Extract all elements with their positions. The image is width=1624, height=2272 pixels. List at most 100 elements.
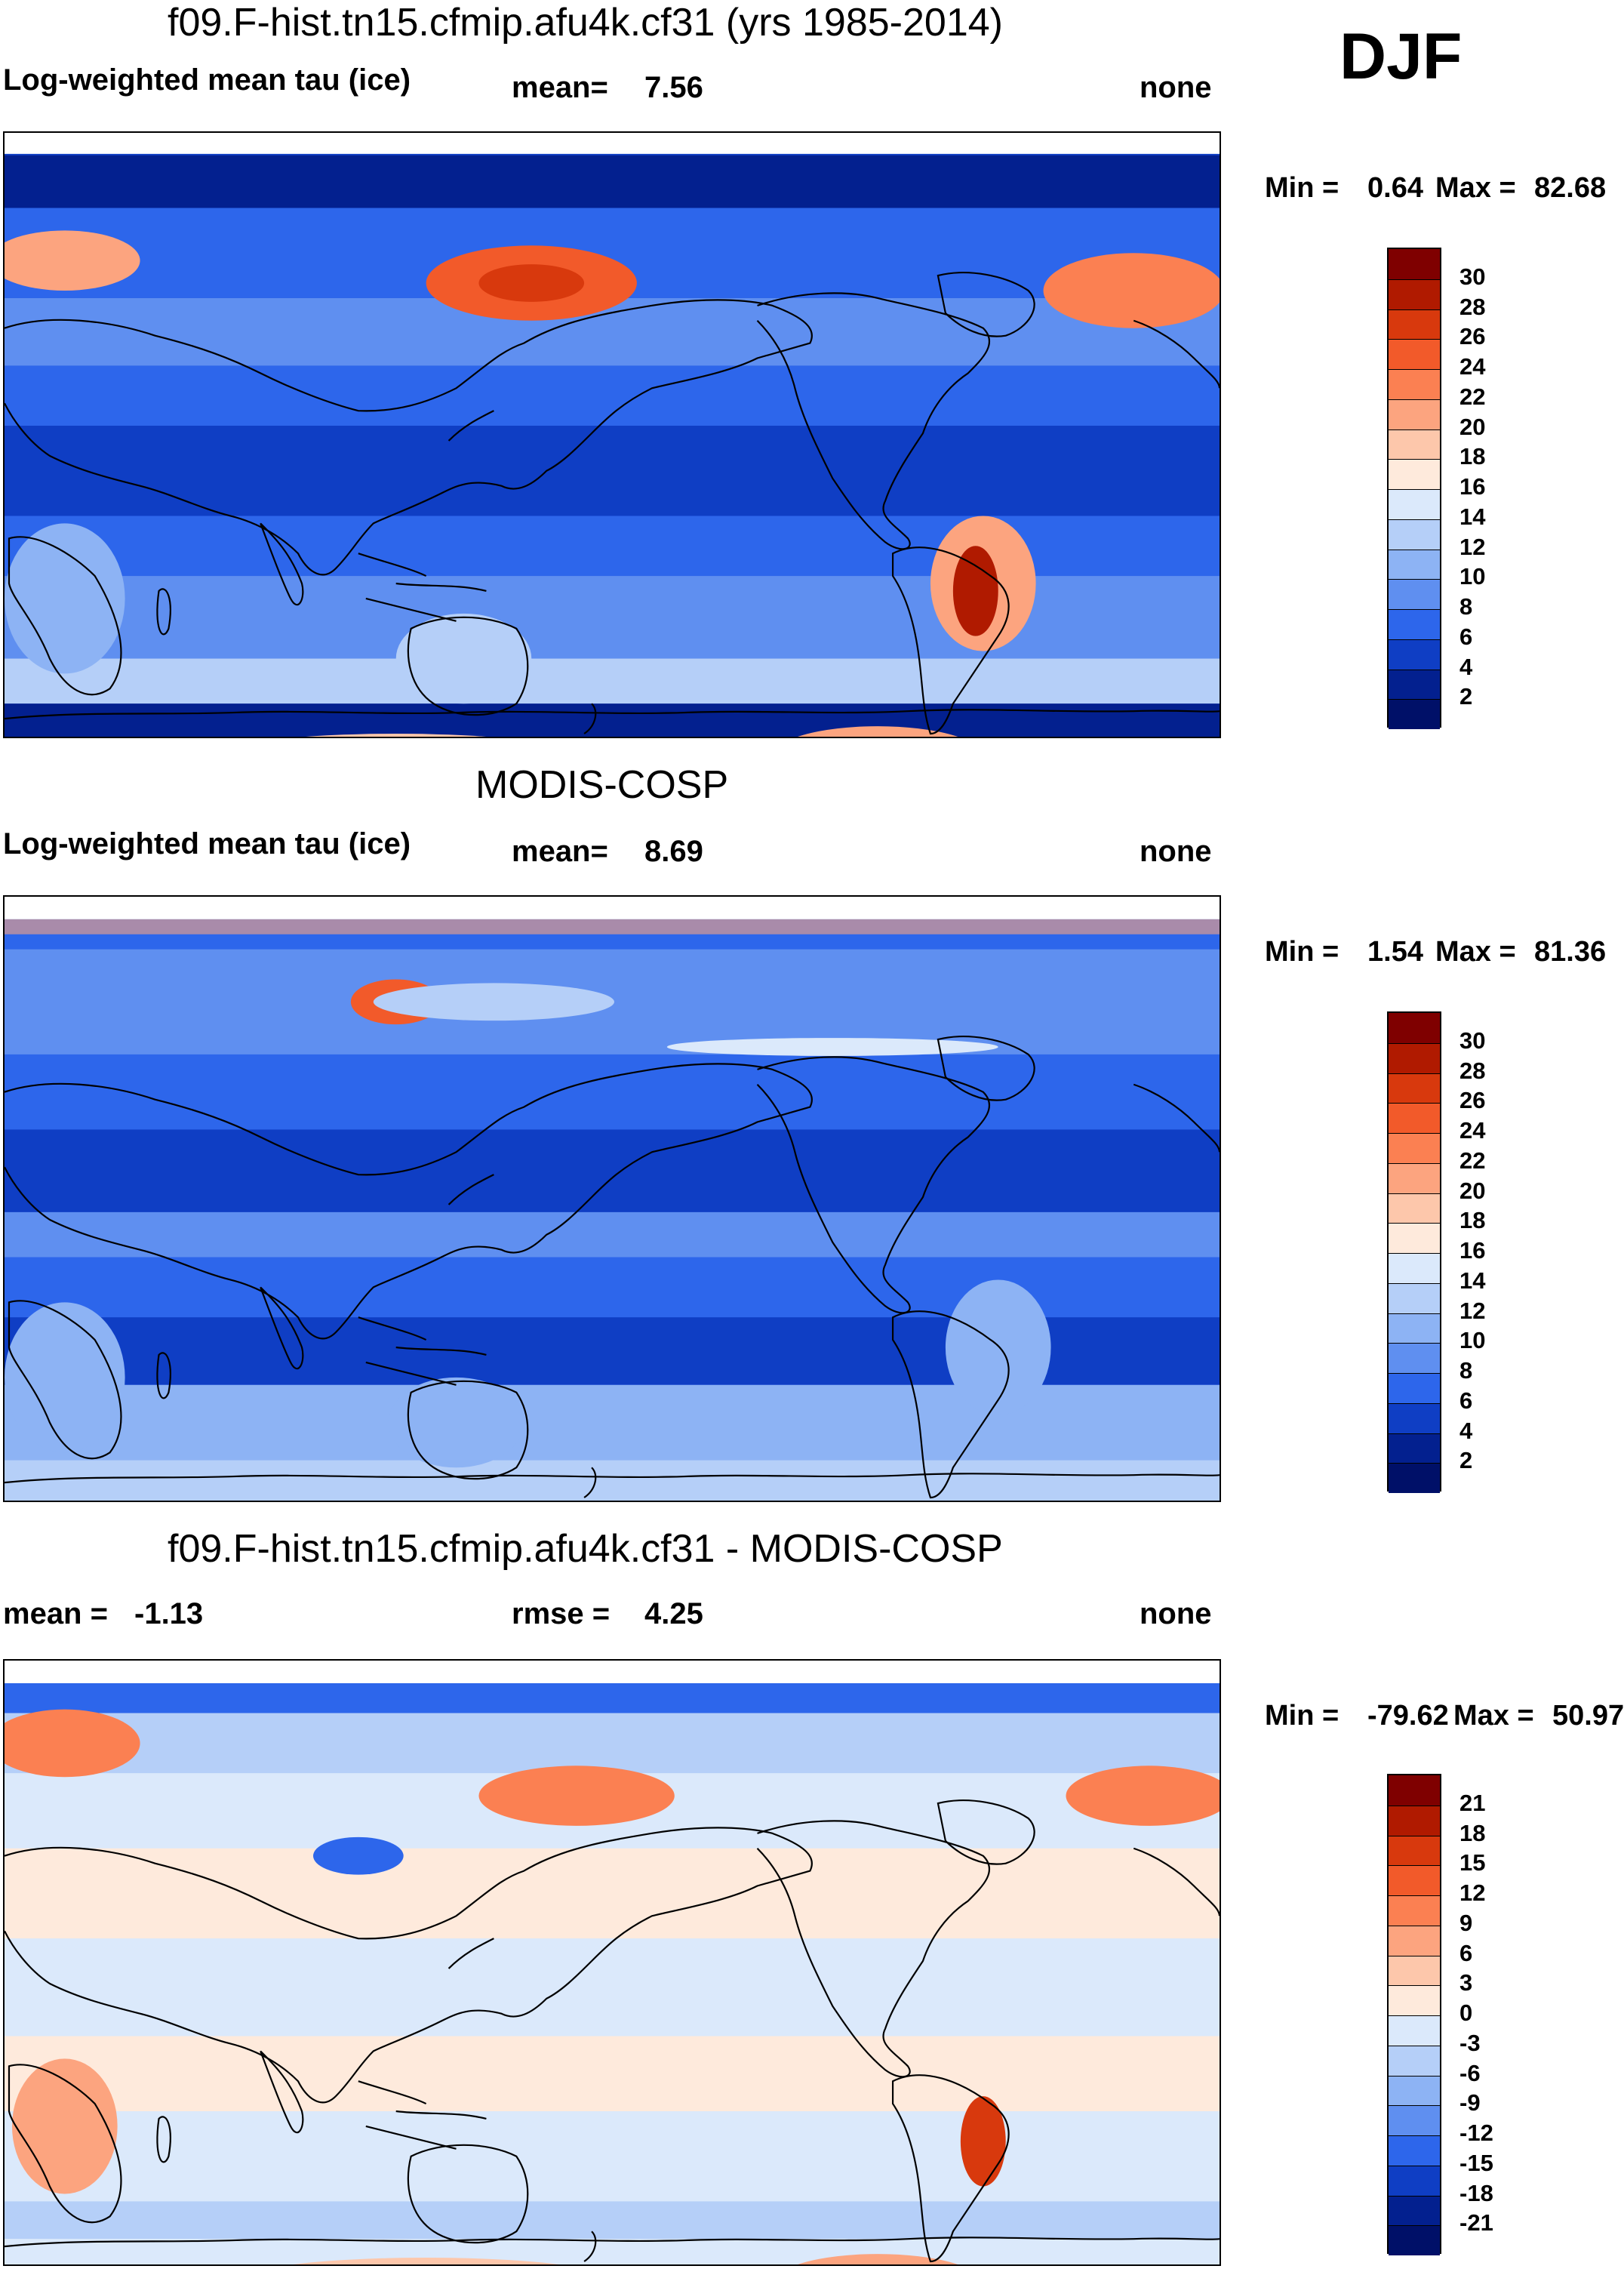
panel-3-mean-value: -1.13 <box>134 1597 204 1630</box>
colorbar-tick-label: 2 <box>1459 683 1473 710</box>
colorbar-swatch <box>1389 279 1440 309</box>
panel-3-max-value: 50.97 <box>1552 1700 1624 1732</box>
panel-1-map <box>3 131 1221 738</box>
panel-3-min-label: Min = <box>1265 1700 1339 1732</box>
panel-3-map <box>3 1659 1221 2266</box>
panel-1-title: f09.F-hist.tn15.cfmip.afu4k.cf31 (yrs 19… <box>168 1 1003 45</box>
panel-2-variable-label: Log-weighted mean tau (ice) <box>3 827 411 860</box>
colorbar-swatch <box>1389 1955 1440 1986</box>
panel-1-map-svg <box>5 133 1220 737</box>
colorbar-tick-label: 30 <box>1459 263 1486 290</box>
colorbar-tick-label: 16 <box>1459 1237 1486 1264</box>
colorbar-swatch <box>1389 1223 1440 1253</box>
colorbar-tick-label: -18 <box>1459 2179 1493 2206</box>
colorbar-tick-label: -12 <box>1459 2120 1493 2146</box>
colorbar-swatch <box>1389 1925 1440 1956</box>
colorbar-swatch <box>1389 1775 1440 1806</box>
colorbar-tick-label: 6 <box>1459 1387 1473 1414</box>
panel-3-rmse-label: rmse = <box>512 1597 611 1630</box>
colorbar-tick-label: 28 <box>1459 293 1486 320</box>
colorbar-swatch <box>1389 1042 1440 1073</box>
colorbar-tick-label: 26 <box>1459 1087 1486 1114</box>
colorbar-swatch <box>1389 1373 1440 1403</box>
colorbar-tick-label: 8 <box>1459 1357 1473 1384</box>
colorbar-swatch <box>1389 1073 1440 1104</box>
panel-1-min-value: 0.64 <box>1367 172 1423 204</box>
colorbar-tick-label: 26 <box>1459 323 1486 350</box>
colorbar-swatch <box>1389 1865 1440 1895</box>
colorbar-tick-label: 6 <box>1459 1939 1473 1966</box>
colorbar-swatch <box>1389 2075 1440 2106</box>
colorbar-tick-label: 12 <box>1459 1297 1486 1324</box>
colorbar-swatch <box>1389 309 1440 340</box>
season-label: DJF <box>1339 20 1463 93</box>
colorbar-swatch <box>1389 549 1440 580</box>
colorbar-tick-label: -3 <box>1459 2029 1481 2056</box>
colorbar-tick-label: 4 <box>1459 1417 1473 1444</box>
colorbar-swatch <box>1389 1253 1440 1283</box>
panel-3-colorbar <box>1387 1774 1441 2255</box>
colorbar-tick-label: 3 <box>1459 1969 1473 1996</box>
colorbar-tick-label: 18 <box>1459 443 1486 470</box>
colorbar-swatch <box>1389 1343 1440 1373</box>
colorbar-swatch <box>1389 669 1440 700</box>
colorbar-tick-label: 21 <box>1459 1789 1486 1816</box>
colorbar-swatch <box>1389 1805 1440 1836</box>
colorbar-tick-label: 24 <box>1459 1117 1486 1144</box>
panel-2-max-label: Max = <box>1435 936 1516 968</box>
colorbar-swatch <box>1389 459 1440 489</box>
panel-2-mean-label: mean= <box>512 835 608 868</box>
panel-2-min-label: Min = <box>1265 936 1339 968</box>
panel-1-min-label: Min = <box>1265 172 1339 204</box>
panel-1-variable-label: Log-weighted mean tau (ice) <box>3 63 411 97</box>
colorbar-swatch <box>1389 2105 1440 2135</box>
panel-3-units: none <box>1140 1597 1212 1630</box>
colorbar-tick-label: -15 <box>1459 2149 1493 2176</box>
colorbar-swatch <box>1389 2135 1440 2166</box>
panel-3-mean-label: mean = <box>3 1597 108 1630</box>
colorbar-swatch <box>1389 639 1440 670</box>
colorbar-tick-label: 22 <box>1459 383 1486 410</box>
colorbar-tick-label: 14 <box>1459 1267 1486 1294</box>
panel-2-min-value: 1.54 <box>1367 936 1423 968</box>
colorbar-tick-label: 20 <box>1459 413 1486 440</box>
colorbar-swatch <box>1389 609 1440 639</box>
colorbar-swatch <box>1389 2045 1440 2076</box>
colorbar-tick-label: 0 <box>1459 2000 1473 2026</box>
colorbar-swatch <box>1389 489 1440 519</box>
panel-2-mean-value: 8.69 <box>644 835 703 868</box>
colorbar-tick-label: 18 <box>1459 1207 1486 1234</box>
panel-3-max-label: Max = <box>1453 1700 1534 1732</box>
panel-2-map <box>3 895 1221 1502</box>
colorbar-tick-label: 12 <box>1459 1879 1486 1906</box>
colorbar-swatch <box>1389 519 1440 550</box>
panel-1-mean-label: mean= <box>512 71 608 104</box>
panel-3-title: f09.F-hist.tn15.cfmip.afu4k.cf31 - MODIS… <box>168 1527 1003 1571</box>
colorbar-swatch <box>1389 399 1440 429</box>
colorbar-swatch <box>1389 1013 1440 1043</box>
panel-2-max-value: 81.36 <box>1534 936 1607 968</box>
colorbar-swatch <box>1389 2165 1440 2196</box>
colorbar-swatch <box>1389 1433 1440 1464</box>
panel-1-max-label: Max = <box>1435 172 1516 204</box>
panel-2-colorbar <box>1387 1011 1441 1493</box>
colorbar-swatch <box>1389 699 1440 729</box>
colorbar-tick-label: 30 <box>1459 1027 1486 1054</box>
colorbar-tick-label: -9 <box>1459 2089 1481 2117</box>
panel-1-max-value: 82.68 <box>1534 172 1607 204</box>
colorbar-swatch <box>1389 1895 1440 1926</box>
colorbar-swatch <box>1389 1133 1440 1163</box>
colorbar-tick-label: 6 <box>1459 623 1473 650</box>
colorbar-tick-label: 8 <box>1459 593 1473 620</box>
colorbar-swatch <box>1389 339 1440 369</box>
panel-3-min-value: -79.62 <box>1367 1700 1449 1732</box>
panel-1-colorbar <box>1387 248 1441 729</box>
colorbar-swatch <box>1389 1103 1440 1133</box>
colorbar-tick-label: -6 <box>1459 2059 1481 2086</box>
colorbar-tick-label: 24 <box>1459 353 1486 380</box>
colorbar-swatch <box>1389 369 1440 399</box>
colorbar-tick-label: 18 <box>1459 1819 1486 1846</box>
panel-3-rmse-value: 4.25 <box>644 1597 703 1630</box>
colorbar-tick-label: 22 <box>1459 1147 1486 1174</box>
colorbar-swatch <box>1389 579 1440 609</box>
